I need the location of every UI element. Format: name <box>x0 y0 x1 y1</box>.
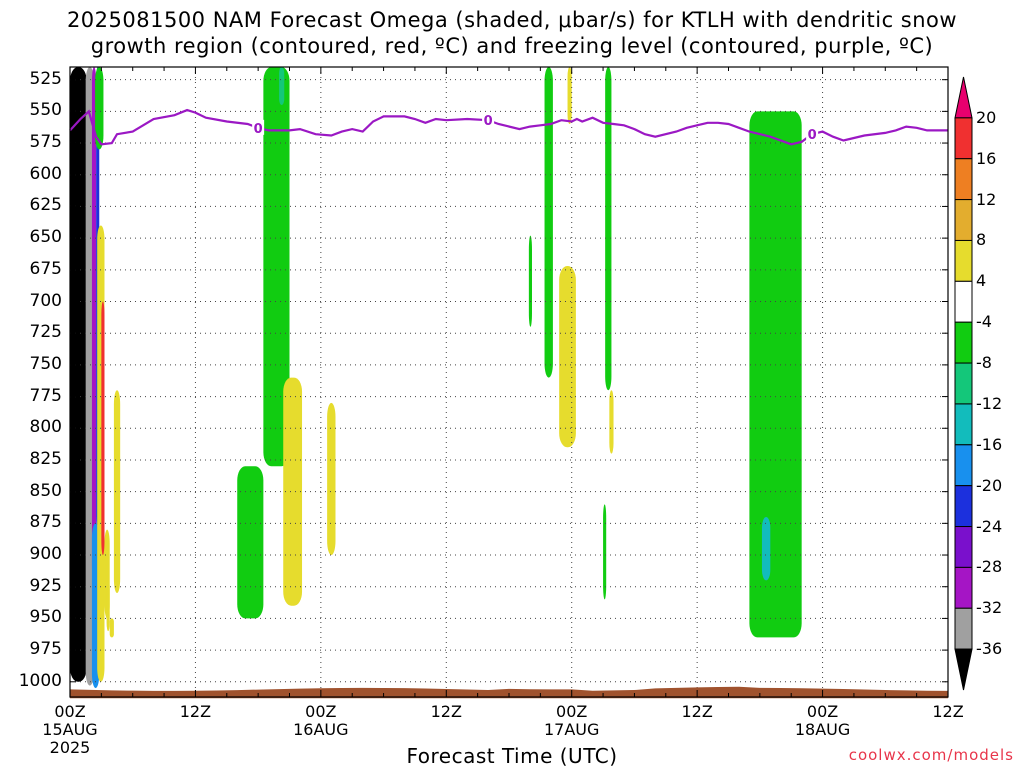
omega-shaded-region <box>749 111 802 638</box>
contour-label-bg <box>252 119 265 135</box>
credit-link[interactable]: coolwx.com/models <box>848 746 1014 764</box>
omega-shaded-region <box>567 67 572 125</box>
colorbar-tick-label: 20 <box>976 107 997 127</box>
chart-title-line-1: 2025081500 NAM Forecast Omega (shaded, μ… <box>66 8 958 32</box>
omega-shaded-region <box>605 67 612 391</box>
colorbar-cell <box>954 648 973 691</box>
omega-shaded-region <box>109 618 114 638</box>
omega-shaded-region <box>559 266 576 448</box>
colorbar-cell <box>954 321 973 364</box>
colorbar-tick-label: 16 <box>976 148 997 168</box>
colorbar-tick-label: -24 <box>976 516 1003 536</box>
colorbar-cell <box>954 444 973 487</box>
colorbar-tick-label: -4 <box>976 312 992 332</box>
omega-shaded-region <box>106 580 110 632</box>
colorbar-tick-label: -36 <box>976 639 1003 659</box>
y-tick-label: 925 <box>29 575 62 596</box>
y-tick-label: 625 <box>29 195 62 216</box>
y-tick-label: 875 <box>29 512 62 533</box>
contour-label: 0 <box>808 128 817 143</box>
x-axis-title: Forecast Time (UTC) <box>406 744 618 768</box>
colorbar-tick-label: -28 <box>976 557 1003 577</box>
colorbar-tick-label: -8 <box>976 353 992 373</box>
omega-shaded-region <box>528 235 532 327</box>
contour-label-bg <box>482 112 495 128</box>
colorbar-cell <box>954 362 973 405</box>
y-tick-label: 950 <box>29 607 62 628</box>
omega-shaded-region <box>113 390 121 594</box>
colorbar <box>954 76 973 691</box>
colorbar-tick-label: -16 <box>976 434 1003 454</box>
colorbar-tick-label: 12 <box>976 189 997 209</box>
plot-frame <box>69 66 949 698</box>
x-tick-label: 00Z 18AUG <box>794 702 851 739</box>
colorbar-cell <box>954 485 973 528</box>
omega-shaded-region <box>609 390 614 454</box>
y-tick-label: 825 <box>29 448 62 469</box>
omega-shaded-region <box>279 67 285 106</box>
x-tick-label: 12Z <box>681 702 713 721</box>
y-tick-label: 575 <box>29 132 62 153</box>
y-tick-label: 700 <box>29 290 62 311</box>
y-tick-label: 650 <box>29 227 62 248</box>
x-tick-label: 12Z <box>179 702 212 721</box>
colorbar-cell <box>954 280 973 323</box>
colorbar-cell <box>954 607 973 650</box>
omega-shaded-region <box>70 67 87 682</box>
omega-shaded-region <box>91 67 97 581</box>
omega-shaded-region <box>603 504 607 600</box>
y-tick-label: 725 <box>29 322 62 343</box>
colorbar-cell <box>954 239 973 282</box>
colorbar-cell <box>954 158 973 201</box>
colorbar-cell <box>954 526 973 568</box>
colorbar-tick-label: -32 <box>976 598 1003 618</box>
colorbar-cell <box>954 76 973 119</box>
omega-shaded-region <box>263 67 290 467</box>
colorbar-cell <box>954 566 973 609</box>
y-tick-label: 975 <box>29 639 62 660</box>
colorbar-tick-label: 8 <box>976 230 987 250</box>
contour-label: 0 <box>254 122 263 137</box>
omega-shaded-region <box>544 67 553 378</box>
freezing-level-contour: 0 0 0 <box>69 108 948 146</box>
x-tick-label: 12Z <box>932 702 964 721</box>
contour-label: 0 <box>484 114 493 129</box>
grid <box>69 67 949 697</box>
colorbar-cell <box>954 117 973 160</box>
omega-shaded-region <box>101 301 105 556</box>
y-tick-label: 525 <box>29 68 62 89</box>
x-tick-label: 00Z 17AUG <box>543 702 600 739</box>
y-tick-label: 750 <box>29 353 62 374</box>
colorbar-tick-label: -20 <box>976 475 1003 495</box>
contour-label-bg <box>806 126 819 142</box>
y-tick-label: 550 <box>29 100 62 121</box>
omega-shaded-region <box>761 517 771 581</box>
x-tick-label: 00Z 16AUG <box>293 702 349 739</box>
omega-shading <box>70 67 802 689</box>
x-tick-label: 12Z <box>430 702 462 721</box>
colorbar-tick-label: -12 <box>976 393 1003 413</box>
freezing-level-line <box>69 108 948 146</box>
y-tick-label: 600 <box>29 163 62 184</box>
y-tick-label: 1000 <box>18 670 62 691</box>
omega-shaded-region <box>237 466 264 619</box>
chart-title-line-2: growth region (contoured, red, ºC) and f… <box>90 34 934 58</box>
y-tick-label: 900 <box>29 544 62 565</box>
y-tick-label: 775 <box>29 385 62 406</box>
y-tick-label: 675 <box>29 258 62 279</box>
colorbar-tick-label: 4 <box>976 271 987 291</box>
colorbar-cell <box>954 403 973 446</box>
y-tick-label: 800 <box>29 417 62 438</box>
omega-shaded-region <box>283 377 303 606</box>
colorbar-cell <box>954 199 973 241</box>
plot-border <box>69 66 949 698</box>
y-tick-label: 850 <box>29 480 62 501</box>
omega-shaded-region <box>327 402 336 556</box>
x-tick-label: 00Z 15AUG 2025 <box>42 702 98 757</box>
omega-shaded-region <box>95 67 104 150</box>
